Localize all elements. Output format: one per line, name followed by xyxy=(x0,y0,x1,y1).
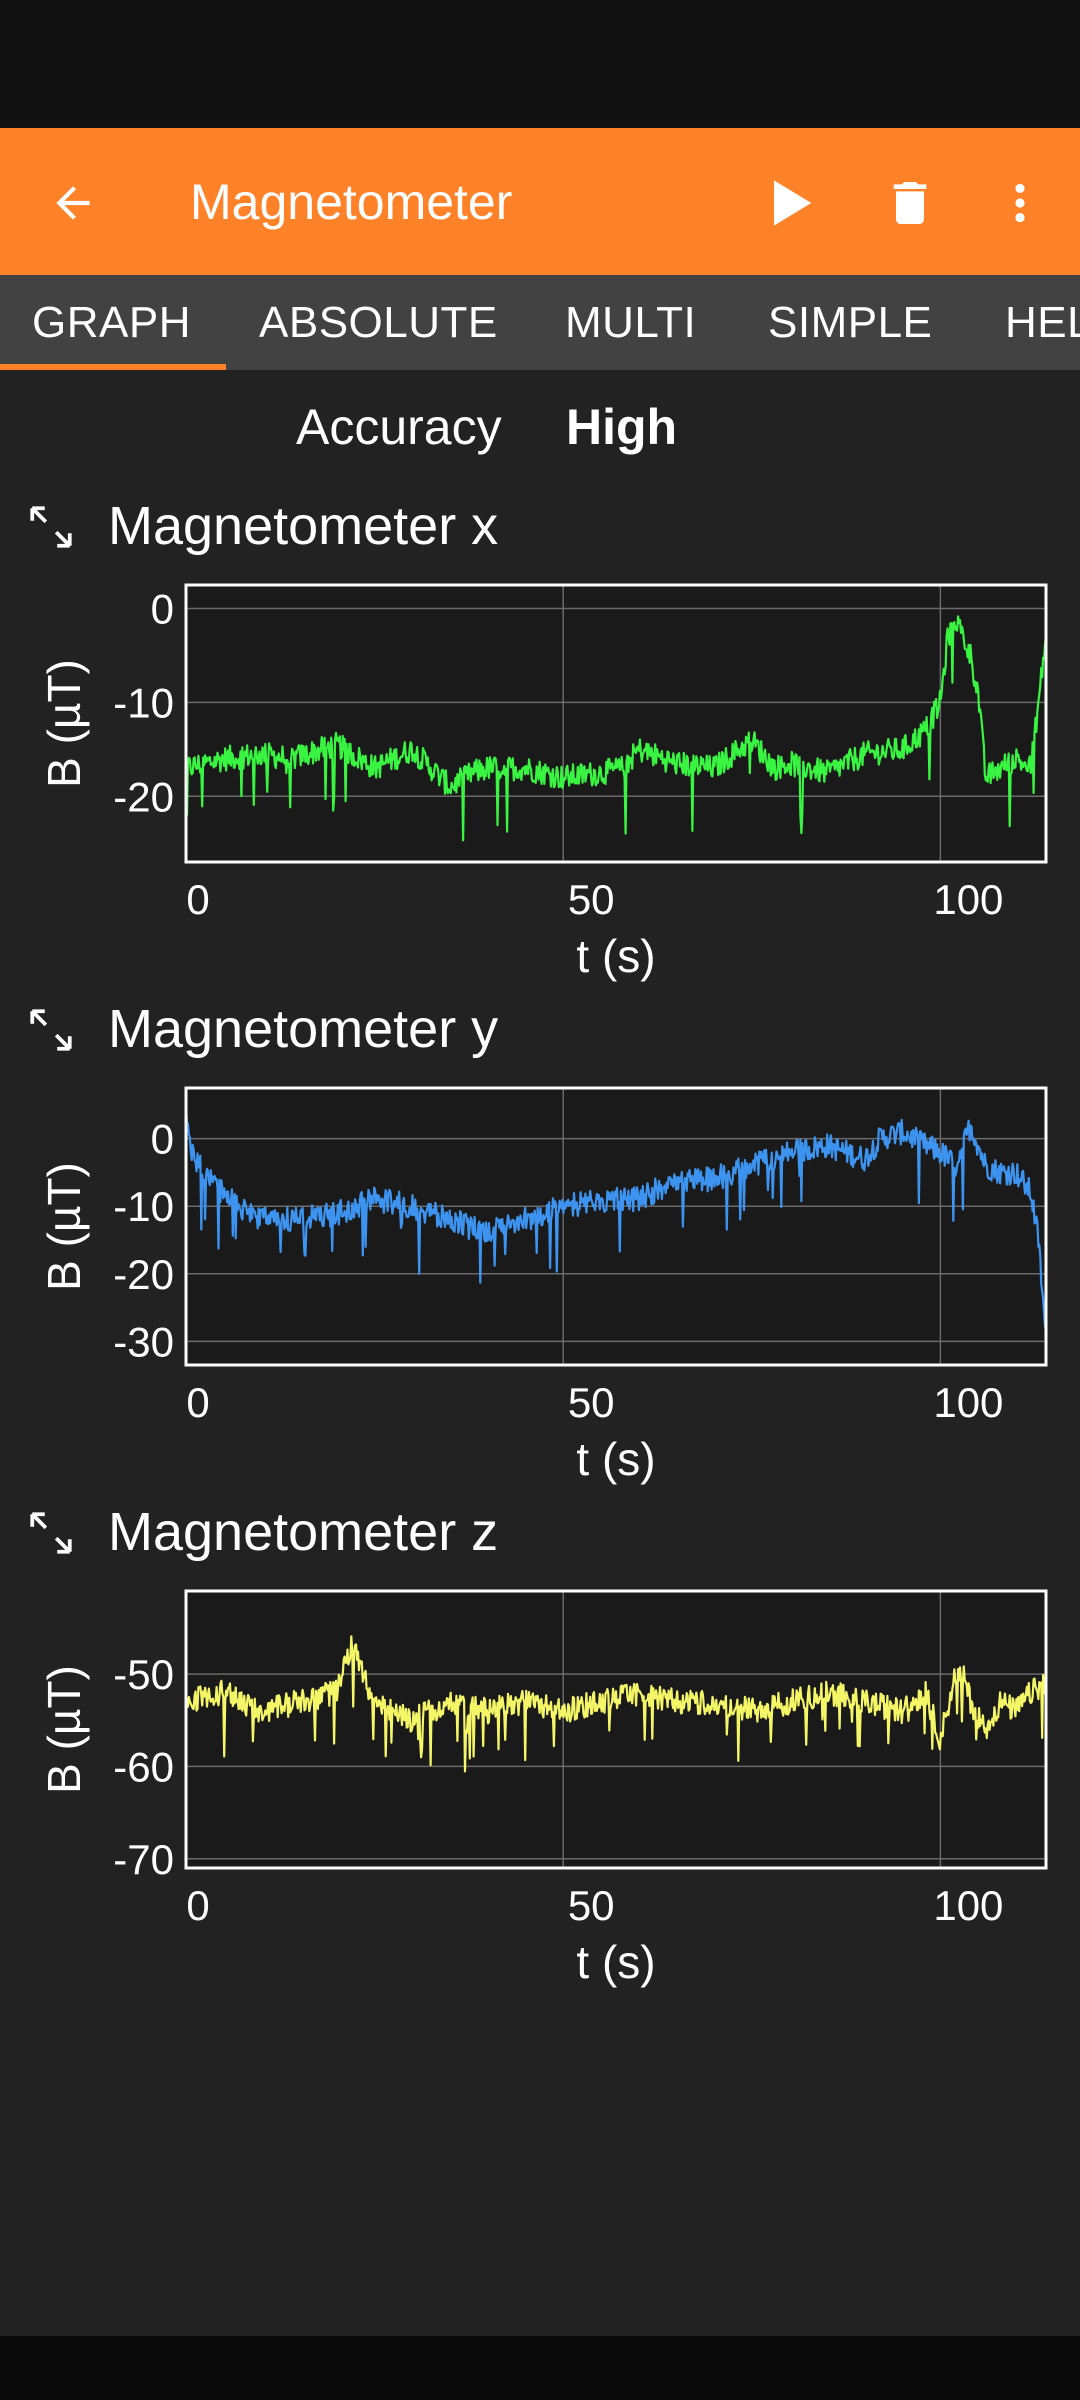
plot-area xyxy=(186,585,1046,862)
tab-absolute[interactable]: ABSOLUTE xyxy=(259,298,498,347)
y-tick-label: -20 xyxy=(113,773,174,820)
tab-indicator xyxy=(0,364,226,370)
series-line xyxy=(184,1635,1048,1773)
plot-frame xyxy=(184,1086,1048,1367)
y-axis-label: B (µT) xyxy=(38,1162,90,1291)
x-tick-label: 0 xyxy=(186,1882,209,1929)
y-tick-label: -60 xyxy=(113,1743,174,1790)
chart-magnetometer-y: 0 -10 -20 -30 0 50 100 t (s) B (µT) xyxy=(38,1086,1048,1485)
x-tick-label: 100 xyxy=(933,1882,1003,1929)
chart-x-title: Magnetometer x xyxy=(108,496,499,556)
chart-y-title: Magnetometer y xyxy=(108,999,499,1059)
plot-frame xyxy=(184,583,1048,864)
y-tick-label: -50 xyxy=(113,1651,174,1698)
series-line xyxy=(184,1106,1048,1331)
app-bar: Magnetometer xyxy=(0,128,1080,275)
status-bar xyxy=(0,0,1080,128)
x-tick-label: 50 xyxy=(568,1882,615,1929)
chart-magnetometer-z: -50 -60 -70 0 50 100 t (s) B (µT) xyxy=(38,1589,1048,1988)
x-tick-label: 100 xyxy=(933,1379,1003,1426)
accuracy-value: High xyxy=(566,399,678,455)
arrow-left-icon[interactable] xyxy=(40,170,106,236)
x-axis-label: t (s) xyxy=(576,930,655,982)
trash-icon[interactable] xyxy=(875,168,945,238)
series-line xyxy=(184,615,1048,842)
plot-area xyxy=(186,1591,1046,1868)
y-tick-label: -10 xyxy=(113,679,174,726)
chart-z-title: Magnetometer z xyxy=(108,1502,499,1562)
navigation-bar xyxy=(0,2336,1080,2400)
x-tick-label: 100 xyxy=(933,876,1003,923)
y-tick-label: 0 xyxy=(151,1116,174,1163)
x-axis-label: t (s) xyxy=(576,1936,655,1988)
y-tick-label: -30 xyxy=(113,1318,174,1365)
x-tick-label: 0 xyxy=(186,1379,209,1426)
more-vert-icon[interactable] xyxy=(990,168,1050,238)
y-tick-label: 0 xyxy=(151,585,174,632)
expand-icon[interactable] xyxy=(26,502,76,552)
tab-graph[interactable]: GRAPH xyxy=(32,298,191,347)
accuracy-label: Accuracy xyxy=(296,399,502,455)
chart-magnetometer-x: 0 -10 -20 0 50 100 t (s) B (µT) xyxy=(38,583,1048,982)
x-tick-label: 50 xyxy=(568,1379,615,1426)
y-tick-label: -70 xyxy=(113,1836,174,1883)
tab-help[interactable]: HEL xyxy=(1005,298,1080,347)
play-icon[interactable] xyxy=(755,168,825,238)
y-axis-label: B (µT) xyxy=(38,1665,90,1794)
tab-simple[interactable]: SIMPLE xyxy=(768,298,933,347)
expand-icon[interactable] xyxy=(26,1005,76,1055)
tab-multi[interactable]: MULTI xyxy=(565,298,697,347)
y-tick-label: -20 xyxy=(113,1251,174,1298)
y-tick-label: -10 xyxy=(113,1183,174,1230)
x-tick-label: 0 xyxy=(186,876,209,923)
plot-frame xyxy=(184,1589,1048,1870)
x-tick-label: 50 xyxy=(568,876,615,923)
y-axis-label: B (µT) xyxy=(38,659,90,788)
tab-bar: GRAPH ABSOLUTE MULTI SIMPLE HEL xyxy=(0,275,1080,370)
app-title: Magnetometer xyxy=(190,174,513,230)
expand-icon[interactable] xyxy=(26,1508,76,1558)
x-axis-label: t (s) xyxy=(576,1433,655,1485)
